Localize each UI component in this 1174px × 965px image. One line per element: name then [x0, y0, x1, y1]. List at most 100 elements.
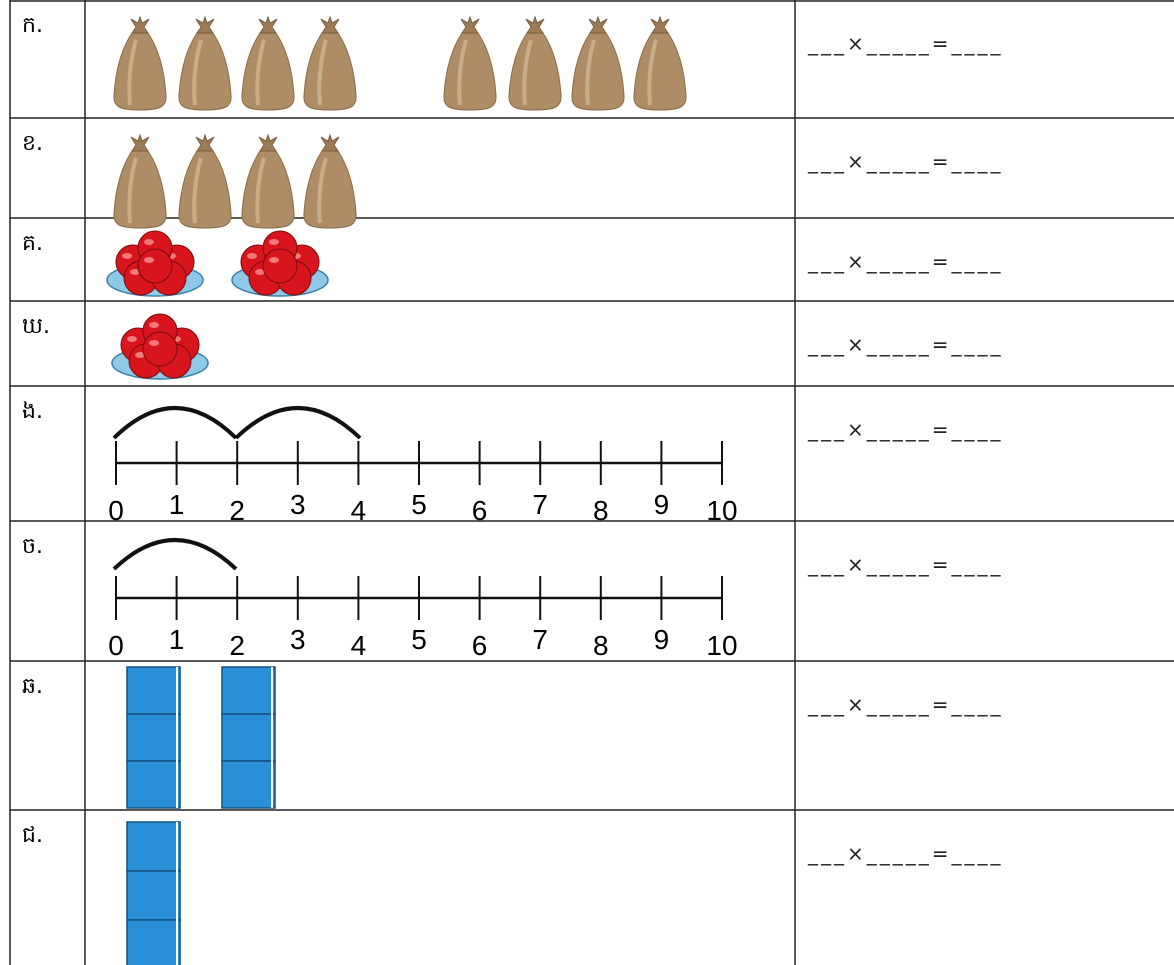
- jump-arc: [112, 406, 238, 440]
- apple-shine: [144, 239, 154, 245]
- block: [126, 919, 181, 965]
- block: [221, 713, 276, 762]
- sack-neck: [320, 15, 340, 34]
- sack-shade: [585, 39, 596, 106]
- apple-shine: [269, 239, 279, 245]
- number-label: 10: [706, 630, 737, 661]
- sack-body: [443, 32, 497, 111]
- sack-neck: [130, 133, 150, 152]
- block: [126, 821, 181, 872]
- apple-shine: [247, 253, 257, 259]
- answer-blank: ___×_____=____: [807, 333, 1004, 357]
- sack-shade: [317, 157, 328, 224]
- row-label: ក.: [22, 13, 43, 38]
- sack-neck: [588, 15, 608, 34]
- sack-body: [113, 32, 167, 111]
- sack-neck: [460, 15, 480, 34]
- block: [221, 760, 276, 809]
- sack-body: [178, 32, 232, 111]
- sack-body: [303, 32, 357, 111]
- apple-shine: [135, 352, 145, 358]
- number-label: 7: [532, 624, 548, 655]
- answer-blank: ___×_____=____: [807, 553, 1004, 577]
- sack-neck: [258, 15, 278, 34]
- row-label: គ.: [22, 231, 43, 256]
- row-label: ច.: [22, 534, 43, 559]
- row-label: ឃ.: [22, 314, 50, 339]
- sack-neck: [195, 15, 215, 34]
- number-label: 10: [706, 495, 737, 526]
- number-label: 9: [654, 489, 670, 520]
- sack-body: [508, 32, 562, 111]
- sack-shade: [192, 157, 203, 224]
- sack-neck: [258, 133, 278, 152]
- block: [221, 666, 276, 715]
- number-label: 1: [169, 624, 185, 655]
- sack-icon: [571, 15, 625, 111]
- sack-shade: [647, 39, 658, 106]
- number-label: 1: [169, 489, 185, 520]
- sack-neck: [525, 15, 545, 34]
- sack-neck: [320, 133, 340, 152]
- sack-icon: [113, 133, 167, 229]
- number-label: 3: [290, 624, 306, 655]
- number-label: 9: [654, 624, 670, 655]
- apple-shine: [122, 253, 132, 259]
- sack-body: [571, 32, 625, 111]
- row-label: ជ.: [22, 823, 43, 848]
- sack-body: [633, 32, 687, 111]
- number-label: 2: [229, 495, 245, 526]
- block: [126, 713, 181, 762]
- sack-body: [241, 32, 295, 111]
- row-label: ខ.: [22, 131, 43, 156]
- sack-icon: [633, 15, 687, 111]
- sack-shade: [255, 157, 266, 224]
- sack-icon: [303, 133, 357, 229]
- answer-blank: ___×_____=____: [807, 842, 1004, 866]
- apple-shine: [130, 269, 140, 275]
- number-label: 6: [472, 630, 488, 661]
- number-label: 4: [351, 630, 367, 661]
- apple-plate: [106, 230, 204, 297]
- number-label: 7: [532, 489, 548, 520]
- sack-shade: [317, 39, 328, 106]
- apple: [137, 248, 173, 284]
- sack-shade: [127, 157, 138, 224]
- apple: [142, 331, 178, 367]
- number-label: 2: [229, 630, 245, 661]
- sack-icon: [178, 15, 232, 111]
- number-label: 0: [108, 630, 124, 661]
- sack-shade: [127, 39, 138, 106]
- sack-body: [178, 150, 232, 229]
- apple-shine: [127, 336, 137, 342]
- sack-icon: [443, 15, 497, 111]
- sack-shade: [192, 39, 203, 106]
- sack-icon: [241, 133, 295, 229]
- block: [126, 870, 181, 921]
- answer-blank: ___×_____=____: [807, 250, 1004, 274]
- number-label: 4: [351, 495, 367, 526]
- row-label: ង.: [22, 399, 43, 424]
- sack-body: [303, 150, 357, 229]
- sack-icon: [113, 15, 167, 111]
- row-label: ឆ.: [22, 674, 43, 699]
- number-label: 5: [411, 489, 427, 520]
- number-label: 8: [593, 495, 609, 526]
- answer-blank: ___×_____=____: [807, 693, 1004, 717]
- answer-blank: ___×_____=____: [807, 418, 1004, 442]
- sack-shade: [457, 39, 468, 106]
- number-label: 0: [108, 495, 124, 526]
- sack-neck: [195, 133, 215, 152]
- sack-body: [241, 150, 295, 229]
- sack-icon: [241, 15, 295, 111]
- answer-blank: ___×_____=____: [807, 150, 1004, 174]
- apple-shine: [269, 257, 279, 263]
- answer-blank: ___×_____=____: [807, 32, 1004, 56]
- apple-shine: [144, 257, 154, 263]
- apple-shine: [149, 340, 159, 346]
- number-label: 8: [593, 630, 609, 661]
- number-label: 3: [290, 489, 306, 520]
- number-label: 6: [472, 495, 488, 526]
